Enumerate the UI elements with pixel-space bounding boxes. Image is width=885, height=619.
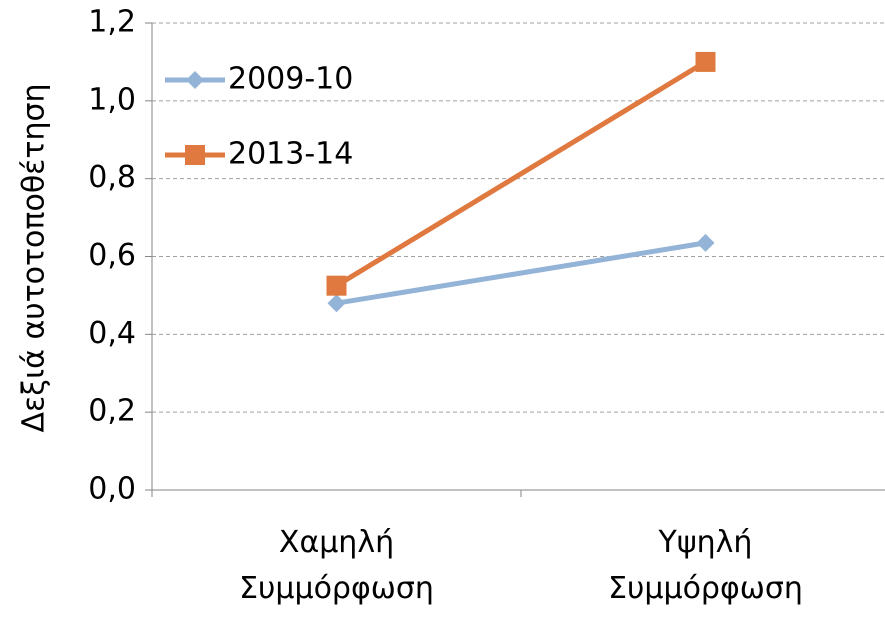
legend-marker (186, 71, 204, 89)
y-tick-label: 0,8 (88, 160, 136, 195)
y-tick-label: 0,6 (88, 238, 136, 273)
y-tick-label: 0,0 (88, 472, 136, 507)
series-line (335, 59, 707, 288)
data-point (327, 294, 346, 313)
y-axis-label: Δεξιά αυτοτοποθέτηση (17, 84, 52, 433)
x-tick-label: Υψηλή Συμμόρφωση (608, 525, 803, 606)
data-point (326, 275, 347, 296)
data-point (696, 233, 715, 252)
x-tick-label: Χαμηλή Συμμόρφωση (239, 525, 434, 606)
legend-label: 2013-14 (228, 137, 353, 172)
series-line (336, 240, 706, 306)
y-tick-label: 1,2 (88, 5, 136, 40)
y-tick-label: 0,2 (88, 394, 136, 429)
legend-label: 2009-10 (228, 62, 353, 97)
y-tick-label: 0,4 (88, 316, 136, 351)
legend-marker (185, 145, 205, 165)
y-tick-label: 1,0 (88, 82, 136, 117)
data-point (695, 51, 716, 72)
